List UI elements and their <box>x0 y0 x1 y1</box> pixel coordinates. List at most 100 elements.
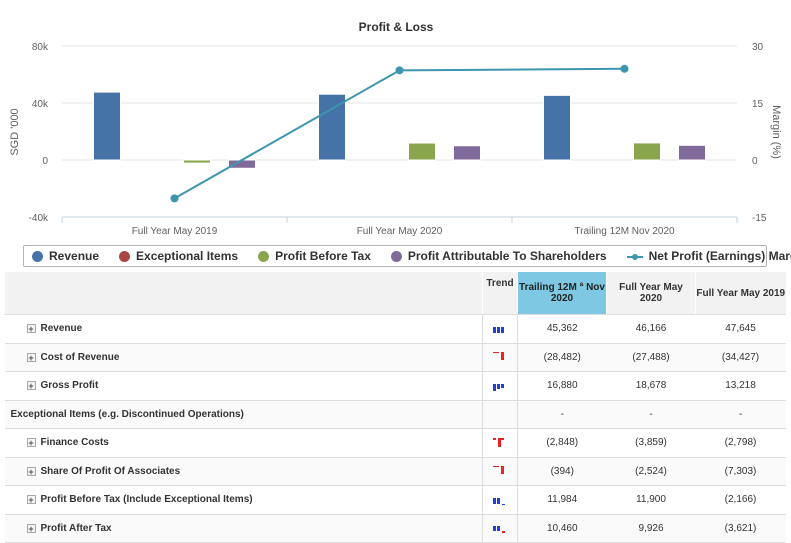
trend-sparkline-icon <box>493 466 504 475</box>
y2-tick-label: 0 <box>752 156 758 167</box>
trend-sparkline-cell <box>482 428 518 458</box>
row-label-profit-before-tax-include-exceptional-items: + Profit Before Tax (Include Exceptional … <box>4 485 483 515</box>
table-cell-value: (28,482) <box>517 343 607 372</box>
row-label-profit-after-tax: + Profit After Tax <box>4 514 483 543</box>
profit-loss-chart: Profit & Loss -40k 0 40k 80k -15 0 15 30 Full Yea… <box>0 0 791 242</box>
trend-sparkline-cell <box>482 400 518 429</box>
row-label-revenue: + Revenue <box>4 314 483 344</box>
table-cell-value: - <box>695 400 786 429</box>
header-col-trailing-12m[interactable]: Trailing 12M ª Nov 2020 <box>517 272 607 315</box>
legend-marker-net-profit-margin <box>626 251 643 262</box>
row-label-exceptional-items-e-g-discontinued-operations: Exceptional Items (e.g. Discontinued Ope… <box>4 400 483 429</box>
chart-legend: Revenue Exceptional Items Profit Before … <box>23 245 791 267</box>
row-label-text: Revenue <box>40 323 83 335</box>
table-cell-value: (2,166) <box>695 485 786 515</box>
table-cell-value: (3,859) <box>606 428 696 458</box>
table-cell-value: 11,984 <box>517 485 607 515</box>
table-body: + Revenue 45,362 46,166 47,645 + Cost of Reven… <box>4 314 786 543</box>
row-label-text: Cost of Revenue <box>40 351 120 363</box>
table-row: + Cost of Revenue (28,482) (27,488) (34,427) <box>4 343 786 372</box>
expand-button[interactable]: + <box>26 381 36 392</box>
legend-label-revenue: Revenue <box>49 249 100 263</box>
table-cell-value: 16,880 <box>517 371 607 401</box>
row-label-text: Profit After Tax <box>40 522 112 534</box>
expand-button[interactable]: + <box>26 438 36 449</box>
legend-item-net-profit-margin[interactable]: Net Profit (Earnings) Margin [%] <box>626 249 791 263</box>
y-axis-title: SGD '000 <box>9 108 21 155</box>
header-col-fy-may-2020[interactable]: Full Year May 2020 <box>606 272 696 315</box>
table-cell-value: (394) <box>517 457 607 486</box>
trend-sparkline-icon <box>493 326 504 333</box>
trend-sparkline-icon <box>493 352 504 361</box>
chart-svg: Profit & Loss -40k 0 40k 80k -15 0 15 30 Full Yea… <box>9 20 782 237</box>
table-cell-value: 13,218 <box>695 371 786 401</box>
expand-button[interactable]: + <box>26 523 36 534</box>
trend-sparkline-cell <box>482 314 518 344</box>
table-cell-value: - <box>517 400 607 429</box>
trend-sparkline-icon <box>493 437 504 447</box>
y-tick-label: 80k <box>32 42 49 53</box>
header-col-fy-may-2019[interactable]: Full Year May 2019 <box>695 272 786 315</box>
legend-marker-profit-before-tax <box>258 250 270 262</box>
table-cell-value: (34,427) <box>695 343 786 372</box>
table-header-row: Trend Trailing 12M ª Nov 2020 Full Year … <box>4 272 786 315</box>
header-trend: Trend <box>482 272 518 315</box>
y-tick-label: 0 <box>42 156 48 167</box>
table-row: + Revenue 45,362 46,166 47,645 <box>4 314 786 344</box>
legend-label-profit-attributable: Profit Attributable To Shareholders <box>407 249 607 263</box>
table-cell-value: 10,460 <box>517 514 607 543</box>
bar-profit-attributable-to-shareholders <box>453 145 481 161</box>
expand-button[interactable]: + <box>26 324 36 335</box>
line-point-net-profit-margin <box>395 66 404 75</box>
table-row: + Finance Costs (2,848) (3,859) (2,798) <box>4 428 786 458</box>
header-label-cell <box>4 272 483 315</box>
legend-item-revenue[interactable]: Revenue <box>32 249 99 263</box>
bar-revenue <box>543 94 571 161</box>
row-label-text: Share Of Profit Of Associates <box>40 465 181 477</box>
expand-button[interactable]: + <box>26 495 36 506</box>
row-label-text: Gross Profit <box>40 380 99 392</box>
table-cell-value: 11,900 <box>606 485 696 515</box>
legend-item-profit-attributable[interactable]: Profit Attributable To Shareholders <box>390 249 607 263</box>
table-cell-value: (7,303) <box>695 457 786 486</box>
expand-button[interactable]: + <box>26 466 36 477</box>
trend-sparkline-icon <box>493 383 504 391</box>
y2-axis-title: Margin (%) <box>770 105 782 159</box>
legend-marker-profit-attributable <box>390 250 402 262</box>
table-row: + Profit Before Tax (Include Exceptional … <box>4 485 786 515</box>
bar-profit-attributable-to-shareholders <box>678 144 706 161</box>
table-row: + Gross Profit 16,880 18,678 13,218 <box>4 371 786 401</box>
legend-label-profit-before-tax: Profit Before Tax <box>275 249 371 263</box>
trend-sparkline-icon <box>493 497 505 505</box>
bar-revenue <box>93 91 121 161</box>
row-label-cost-of-revenue: + Cost of Revenue <box>4 343 483 372</box>
x-tick-label: Trailing 12M Nov 2020 <box>574 226 675 237</box>
table-cell-value: - <box>606 400 696 429</box>
bar-profit-before-tax <box>183 159 211 164</box>
line-point-net-profit-margin <box>170 194 179 203</box>
trend-sparkline-icon <box>493 526 505 534</box>
table-cell-value: (2,798) <box>695 428 786 458</box>
y2-tick-label: 15 <box>752 99 764 110</box>
row-label-share-of-profit-of-associates: + Share Of Profit Of Associates <box>4 457 483 486</box>
legend-item-profit-before-tax[interactable]: Profit Before Tax <box>258 249 371 263</box>
table-cell-value: (2,524) <box>606 457 696 486</box>
expand-button[interactable]: + <box>26 352 36 363</box>
bar-revenue <box>318 93 346 161</box>
y-tick-label: -40k <box>29 213 49 224</box>
row-label-text: Profit Before Tax (Include Exceptional I… <box>40 494 253 506</box>
table-row: + Share Of Profit Of Associates (394) (2,52… <box>4 457 786 486</box>
x-tick-label: Full Year May 2019 <box>132 226 218 237</box>
row-label-finance-costs: + Finance Costs <box>4 428 483 458</box>
trend-sparkline-cell <box>482 371 518 401</box>
table-cell-value: 45,362 <box>517 314 607 344</box>
legend-item-exceptional-items[interactable]: Exceptional Items <box>119 249 238 263</box>
trend-sparkline-cell <box>482 343 518 372</box>
y-tick-label: 40k <box>32 99 49 110</box>
table-cell-value: (3,621) <box>695 514 786 543</box>
table-cell-value: 47,645 <box>695 314 786 344</box>
bar-profit-before-tax <box>633 142 661 161</box>
trend-sparkline-cell <box>482 514 518 543</box>
trend-sparkline-cell <box>482 485 518 515</box>
legend-label-exceptional-items: Exceptional Items <box>136 249 239 263</box>
